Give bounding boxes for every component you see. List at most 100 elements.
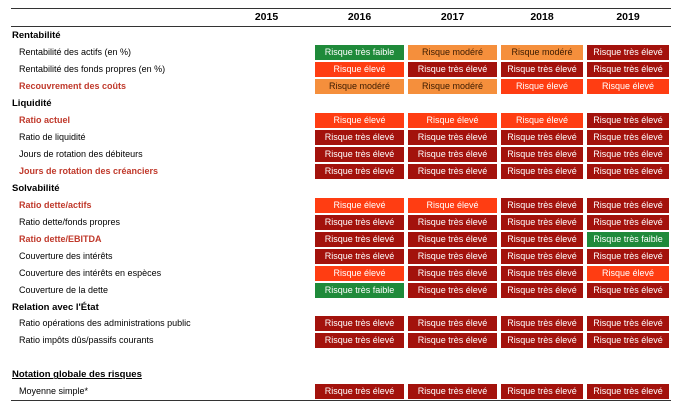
row-label: Moyenne simple* — [11, 383, 220, 402]
risk-badge: Risque très élevé — [408, 282, 497, 298]
risk-cell — [220, 95, 313, 112]
top-rule — [0, 0, 689, 4]
risk-cell — [220, 265, 313, 282]
risk-cell — [220, 214, 313, 231]
risk-badge: Risque très élevé — [408, 146, 497, 162]
risk-cell — [406, 366, 499, 383]
risk-cell: Risque élevé — [499, 112, 585, 129]
risk-badge: Risque très élevé — [501, 265, 583, 281]
risk-cell — [220, 61, 313, 78]
risk-cell: Risque très élevé — [313, 163, 406, 180]
row-label: Jours de rotation des créanciers — [19, 165, 159, 176]
risk-cell: Risque modéré — [313, 78, 406, 95]
risk-cell: Risque élevé — [313, 265, 406, 282]
risk-cell: Risque très élevé — [313, 332, 406, 349]
risk-cell — [220, 197, 313, 214]
table-row: Ratio de liquidité Risque très élevé Risqu… — [11, 129, 671, 146]
risk-cell — [406, 349, 499, 366]
risk-cell: Risque très élevé — [499, 163, 585, 180]
risk-badge: Risque très élevé — [587, 333, 669, 349]
risk-cell: Risque élevé — [313, 61, 406, 78]
risk-cell — [313, 180, 406, 197]
risk-cell: Risque très élevé — [313, 146, 406, 163]
risk-cell — [220, 146, 313, 163]
risk-cell: Risque très élevé — [406, 282, 499, 299]
risk-badge: Risque très élevé — [587, 61, 669, 77]
risk-cell — [220, 78, 313, 95]
risk-cell — [406, 26, 499, 43]
risk-cell: Risque élevé — [406, 197, 499, 214]
risk-cell: Risque élevé — [499, 78, 585, 95]
risk-cell — [406, 95, 499, 112]
risk-cell: Risque très élevé — [406, 383, 499, 402]
risk-badge: Risque très élevé — [501, 214, 583, 230]
year-header: 2019 — [585, 8, 671, 27]
year-header: 2015 — [220, 8, 313, 27]
section-title: Solvabilité — [12, 182, 60, 194]
risk-badge: Risque très élevé — [501, 231, 583, 247]
spacer-row — [11, 349, 671, 366]
risk-badge: Risque très élevé — [501, 146, 583, 162]
risk-cell — [585, 366, 671, 383]
risk-badge: Risque très élevé — [315, 316, 404, 332]
table-row: Couverture des intérêts en espèces Risque… — [11, 265, 671, 282]
risk-cell: Risque modéré — [499, 44, 585, 61]
risk-badge: Risque très élevé — [408, 129, 497, 145]
risk-badge: Risque modéré — [408, 44, 497, 60]
risk-cell: Risque très faible — [585, 231, 671, 248]
risk-badge: Risque élevé — [315, 265, 404, 281]
section-row: Solvabilité — [11, 180, 671, 197]
risk-cell — [313, 299, 406, 316]
risk-cell — [220, 299, 313, 316]
risk-badge: Risque très élevé — [587, 384, 669, 400]
risk-badge: Risque très élevé — [587, 316, 669, 332]
risk-cell: Risque élevé — [585, 78, 671, 95]
risk-badge: Risque très élevé — [587, 129, 669, 145]
risk-badge: Risque élevé — [315, 61, 404, 77]
risk-cell: Risque très faible — [313, 282, 406, 299]
table-row: Jours de rotation des créanciers Risque t… — [11, 163, 671, 180]
risk-badge: Risque très élevé — [315, 384, 404, 400]
table-row: Recouvrement des coûts Risque modéré Risqu… — [11, 78, 671, 95]
risk-cell: Risque très élevé — [499, 315, 585, 332]
risk-badge: Risque très élevé — [501, 384, 583, 400]
risk-badge: Risque élevé — [501, 78, 583, 94]
table-row: Moyenne simple* Risque très élevé Risque t… — [11, 383, 671, 402]
risk-cell: Risque modéré — [406, 78, 499, 95]
risk-cell: Risque très élevé — [585, 383, 671, 402]
risk-badge: Risque très élevé — [501, 316, 583, 332]
risk-badge: Risque élevé — [408, 112, 497, 128]
risk-badge: Risque très faible — [587, 231, 669, 247]
risk-cell: Risque très élevé — [313, 248, 406, 265]
risk-badge: Risque élevé — [501, 112, 583, 128]
risk-badge: Risque très élevé — [408, 265, 497, 281]
risk-table: 2015 2016 2017 2018 2019 Rentabilité Rent… — [11, 8, 671, 402]
row-label: Ratio actuel — [19, 114, 71, 125]
risk-cell: Risque très élevé — [585, 197, 671, 214]
risk-cell: Risque très élevé — [585, 315, 671, 332]
risk-cell: Risque très élevé — [585, 129, 671, 146]
risk-badge: Risque très faible — [315, 282, 404, 298]
risk-cell: Risque très élevé — [499, 332, 585, 349]
risk-cell — [220, 332, 313, 349]
risk-cell — [499, 349, 585, 366]
row-label: Couverture des intérêts en espèces — [19, 267, 162, 278]
risk-badge: Risque très élevé — [315, 146, 404, 162]
risk-cell — [499, 26, 585, 43]
risk-cell: Risque très élevé — [585, 112, 671, 129]
row-label: Couverture des intérêts — [19, 250, 113, 261]
risk-badge: Risque élevé — [408, 197, 497, 213]
risk-badge: Risque très élevé — [501, 282, 583, 298]
risk-cell — [585, 26, 671, 43]
risk-cell — [220, 129, 313, 146]
risk-cell: Risque très élevé — [406, 248, 499, 265]
risk-cell: Risque modéré — [406, 44, 499, 61]
risk-badge: Risque modéré — [315, 78, 404, 94]
risk-badge: Risque très élevé — [315, 333, 404, 349]
risk-cell: Risque très élevé — [585, 146, 671, 163]
section-row: Liquidité — [11, 95, 671, 112]
risk-cell: Risque très élevé — [406, 332, 499, 349]
risk-cell: Risque très élevé — [585, 282, 671, 299]
risk-badge: Risque très élevé — [408, 333, 497, 349]
risk-badge: Risque très élevé — [587, 214, 669, 230]
